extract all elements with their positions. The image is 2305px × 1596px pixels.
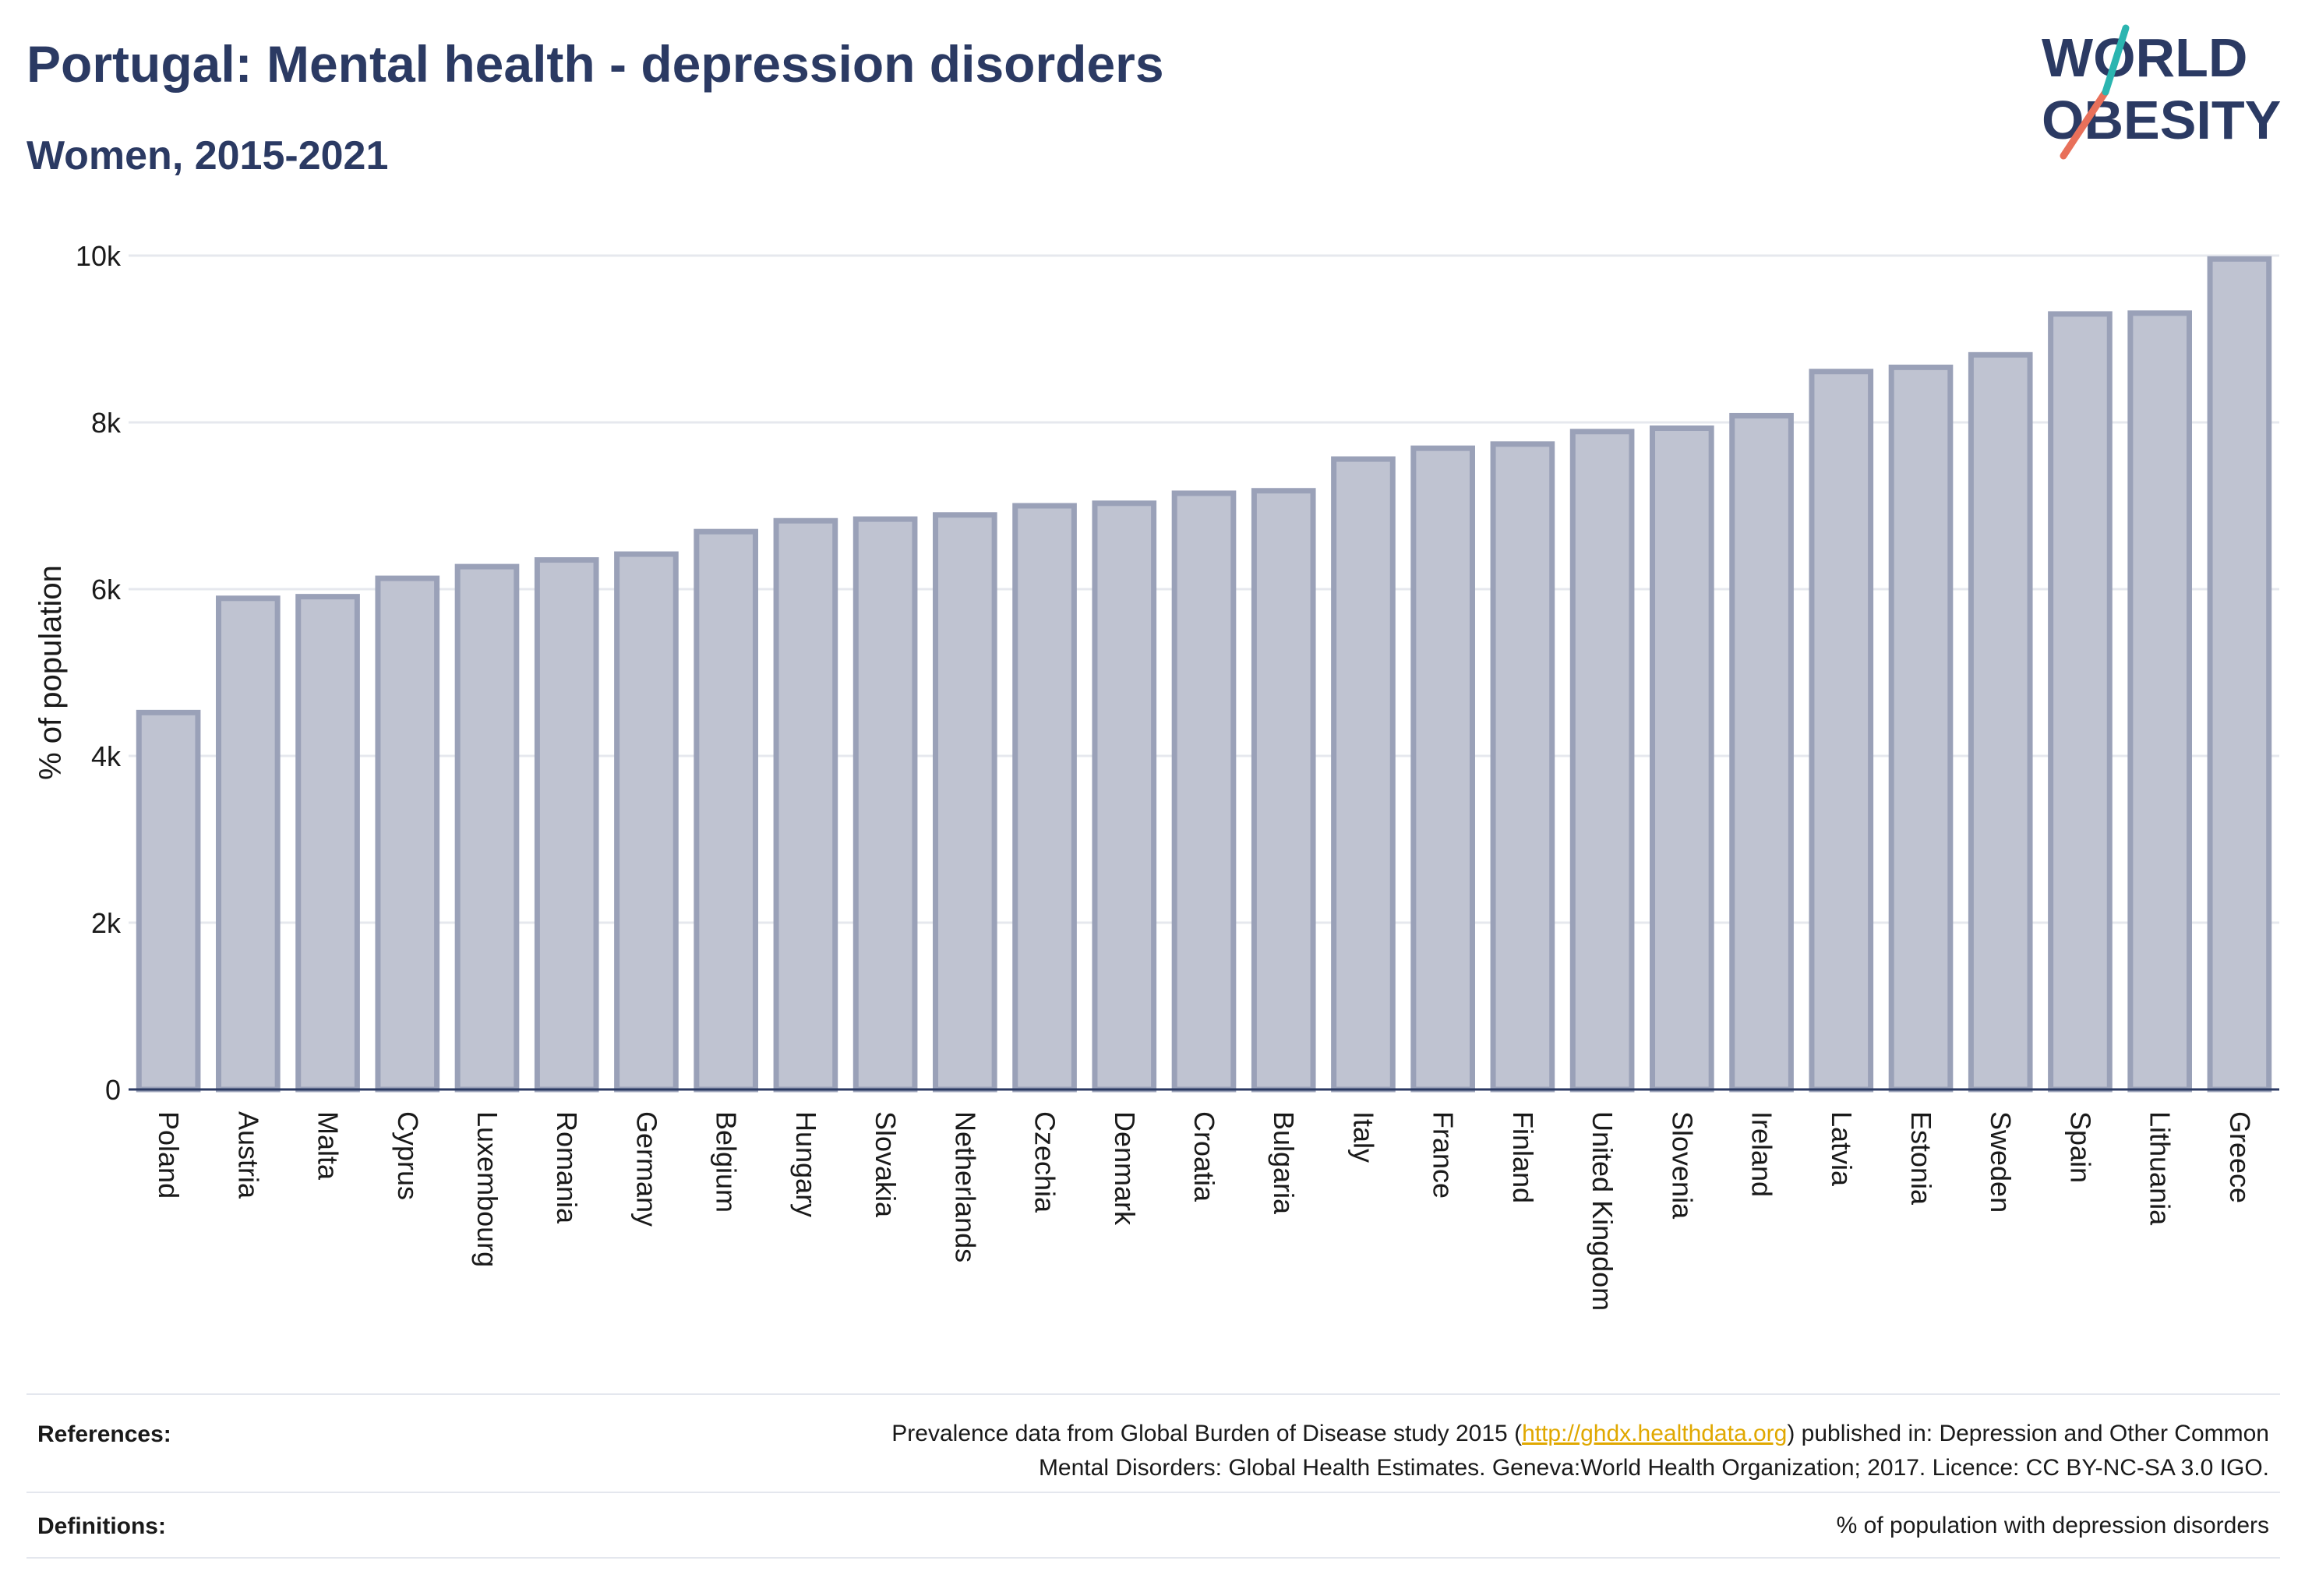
x-tick-label: Ireland: [1746, 1111, 1778, 1197]
world-obesity-logo: WORLD OBESITY: [2042, 24, 2281, 160]
bar-chart: 0 2k 4k 6k 8k 10k Poland Austria Malta Cyprus Lux…: [34, 240, 2279, 1311]
x-tick-label: Netherlands: [949, 1111, 981, 1262]
footer-divider-middle: [26, 1492, 2280, 1493]
bar-czechia: [1012, 503, 1077, 1093]
x-tick-label: Luxembourg: [471, 1111, 503, 1267]
bar-cyprus: [375, 575, 440, 1093]
x-tick-label: Bulgaria: [1268, 1111, 1300, 1215]
x-tick-label: Germany: [630, 1111, 662, 1227]
x-tick-label: Austria: [232, 1111, 264, 1199]
logo-slash-coral: [2060, 88, 2109, 160]
bar-slovakia: [852, 516, 918, 1093]
x-tick-label: Sweden: [1985, 1111, 2017, 1213]
logo-text-obesity: OBESITY: [2042, 90, 2281, 150]
bar-finland: [1490, 441, 1555, 1093]
bars: [136, 256, 2272, 1093]
bar-bulgaria: [1251, 488, 1316, 1093]
y-axis-ticks: 0 2k 4k 6k 8k 10k: [76, 240, 122, 1106]
x-tick-label: Malta: [312, 1111, 344, 1181]
x-tick-label: Cyprus: [392, 1111, 424, 1200]
y-tick-label: 6k: [91, 574, 122, 606]
bar-poland: [136, 709, 201, 1093]
x-tick-label: Czechia: [1029, 1111, 1061, 1213]
references-text-part1: Prevalence data from Global Burden of Di…: [891, 1421, 1523, 1446]
references-text-part3: Mental Disorders: Global Health Estimate…: [1038, 1455, 2269, 1481]
bar-greece: [2207, 256, 2272, 1093]
x-tick-label: Croatia: [1188, 1111, 1220, 1202]
bar-lithuania: [2127, 310, 2192, 1093]
footer: References: Prevalence data from Global …: [26, 1393, 2280, 1573]
bar-netherlands: [933, 512, 997, 1093]
x-tick-label: Spain: [2064, 1111, 2096, 1183]
bar-france: [1410, 445, 1475, 1093]
bar-united-kingdom: [1569, 429, 1635, 1093]
bar-sweden: [1968, 351, 2033, 1093]
x-tick-label: Belgium: [711, 1111, 743, 1213]
chart-title: Portugal: Mental health - depression dis…: [26, 35, 1164, 93]
y-tick-label: 0: [105, 1074, 121, 1106]
bar-denmark: [1092, 500, 1157, 1093]
bar-italy: [1331, 456, 1396, 1093]
x-tick-label: France: [1428, 1111, 1460, 1199]
bar-malta: [295, 594, 360, 1093]
x-tick-label: Estonia: [1905, 1111, 1937, 1206]
x-tick-label: Poland: [153, 1111, 185, 1199]
x-tick-label: Hungary: [790, 1111, 822, 1217]
bar-belgium: [694, 528, 758, 1093]
x-tick-label: Slovenia: [1666, 1111, 1698, 1220]
x-tick-label: Greece: [2224, 1111, 2256, 1203]
bar-estonia: [1888, 364, 1954, 1093]
bar-germany: [614, 551, 679, 1093]
definitions-text: % of population with depression disorder…: [1836, 1513, 2269, 1538]
bar-luxembourg: [454, 563, 520, 1093]
footer-divider-bottom: [26, 1557, 2280, 1559]
x-axis-labels: Poland Austria Malta Cyprus Luxembourg Romani…: [153, 1111, 2256, 1311]
bar-slovenia: [1650, 425, 1714, 1093]
bar-croatia: [1171, 490, 1237, 1093]
x-tick-label: Finland: [1507, 1111, 1539, 1203]
y-tick-label: 8k: [91, 407, 122, 439]
chart-subtitle: Women, 2015-2021: [26, 133, 389, 178]
bar-latvia: [1809, 369, 1874, 1093]
bar-austria: [216, 595, 281, 1093]
logo-text-world: WORLD: [2042, 27, 2247, 88]
logo-slash-teal: [2102, 24, 2130, 96]
references-label: References:: [37, 1421, 171, 1447]
bar-hungary: [773, 517, 838, 1093]
x-tick-label: Denmark: [1109, 1111, 1141, 1226]
x-tick-label: Slovakia: [870, 1111, 902, 1218]
y-tick-label: 4k: [91, 740, 122, 772]
references-text: Prevalence data from Global Burden of Di…: [891, 1417, 2269, 1485]
y-tick-label: 10k: [76, 240, 122, 272]
x-tick-label: United Kingdom: [1587, 1111, 1618, 1311]
footer-divider-top: [26, 1393, 2280, 1395]
references-link[interactable]: http://ghdx.healthdata.org: [1522, 1421, 1788, 1446]
y-axis-title: % of population: [34, 565, 68, 780]
bar-ireland: [1729, 412, 1794, 1093]
bar-romania: [534, 557, 599, 1093]
y-tick-label: 2k: [91, 907, 122, 939]
x-tick-label: Latvia: [1826, 1111, 1858, 1187]
x-tick-label: Lithuania: [2144, 1111, 2176, 1226]
x-tick-label: Italy: [1347, 1111, 1379, 1163]
references-text-part2: ) published in: Depression and Other Com…: [1787, 1421, 2269, 1446]
bar-spain: [2048, 311, 2113, 1093]
x-tick-label: Romania: [551, 1111, 583, 1224]
definitions-label: Definitions:: [37, 1513, 166, 1539]
